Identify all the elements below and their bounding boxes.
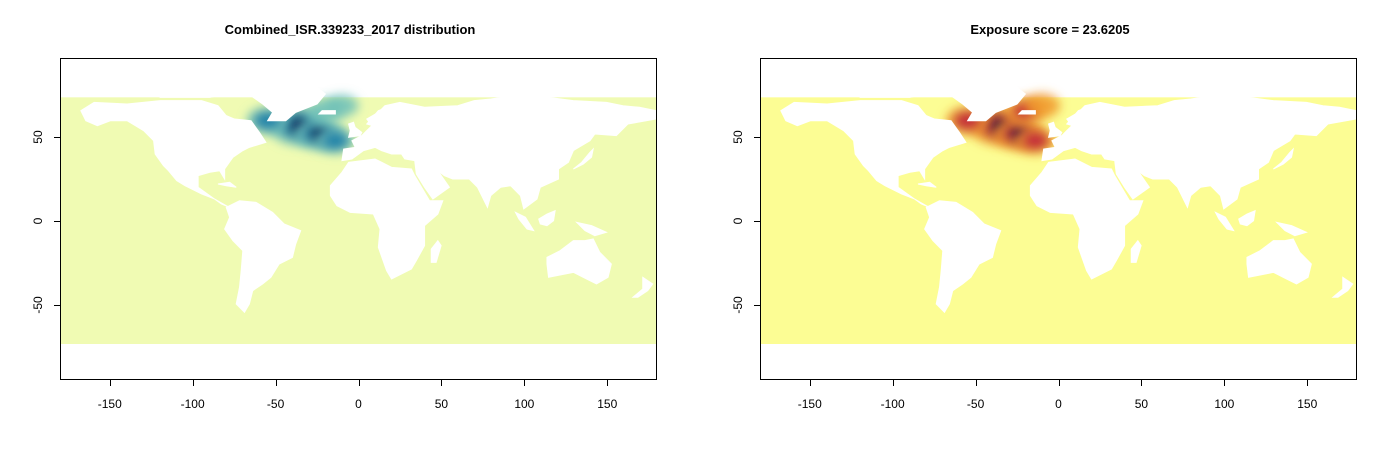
land-north-america [780,100,967,208]
land-south-america [224,200,302,314]
x-tick-label: 150 [1297,397,1318,411]
x-tick-mark [275,380,277,386]
y-tick-label: 50 [731,130,745,144]
land-japan [1273,147,1295,170]
x-tick-label: -50 [266,397,285,411]
land-north-america [80,100,267,208]
land-madagascar [430,239,442,263]
x-tick-mark [358,380,360,386]
exposure-map [760,58,1357,380]
hotspot-4 [1014,126,1057,155]
x-tick-label: 100 [1214,397,1235,411]
y-tick-label: -50 [31,295,45,314]
x-tick-mark [109,380,111,386]
x-tick-label: 0 [1055,397,1062,411]
x-tick-mark [1224,380,1226,386]
y-tick-mark [54,304,60,306]
land-japan [573,147,595,170]
land-arctic-islands [150,83,245,98]
left-panel: Combined_ISR.339233_2017 distribution -1… [31,22,657,411]
x-tick-label: 50 [1134,397,1149,411]
hotspot-4 [315,127,356,154]
land-scandinavia-north [365,105,401,128]
x-tick-label: 0 [355,397,362,411]
y-tick-mark [754,220,760,222]
y-tick-mark [54,220,60,222]
x-tick-mark [892,380,894,386]
land-cuba [917,181,937,188]
land-sumatra [1214,211,1235,232]
land-scandinavia-north [1065,105,1101,128]
x-tick-mark [1307,380,1309,386]
x-tick-label: -50 [966,397,985,411]
x-tick-mark [441,380,443,386]
x-tick-label: -150 [97,397,122,411]
land-eurasia [1041,93,1356,210]
land-new-guinea [575,221,608,237]
x-tick-mark [192,380,194,386]
land-eurasia [341,93,656,210]
x-tick-mark [1058,380,1060,386]
right-panel: Exposure score = 23.6205 -150 -100 -50 0 50 1… [700,0,1399,455]
land-arctic-islands [850,83,945,98]
y-tick-label: -50 [731,295,745,314]
y-tick-mark [754,136,760,138]
x-tick-label: -100 [180,397,205,411]
x-tick-mark [1141,380,1143,386]
land-iceland [317,110,336,115]
land-africa [1029,158,1144,280]
x-tick-mark [975,380,977,386]
chart-title: Exposure score = 23.6205 [970,22,1130,37]
y-tick-label: 0 [731,217,745,225]
land-borneo [1238,209,1256,227]
land-new-zealand [1331,276,1354,298]
land-uk [347,121,363,138]
y-tick-mark [754,304,760,306]
land-australia [546,238,612,285]
y-tick-label: 0 [31,217,45,225]
map-svg [61,83,656,344]
map-svg [761,83,1356,344]
land-borneo [538,209,556,227]
x-tick-mark [524,380,526,386]
x-tick-label: 100 [514,397,535,411]
y-tick-mark [54,136,60,138]
land-new-guinea [1275,221,1308,237]
y-tick-label: 50 [31,130,45,144]
land-australia [1246,238,1312,285]
land-greenland [244,83,327,122]
x-tick-mark [607,380,609,386]
land-madagascar [1130,239,1142,263]
land-sumatra [514,211,535,232]
x-tick-label: 50 [434,397,449,411]
chart-title: Combined_ISR.339233_2017 distribution [224,22,476,37]
x-tick-mark [809,380,811,386]
land-greenland [944,83,1027,122]
land-new-zealand [631,276,654,298]
x-tick-label: -100 [880,397,905,411]
land-south-america [924,200,1002,314]
land-iceland [1017,110,1036,115]
x-tick-label: 150 [597,397,618,411]
distribution-map [60,58,657,380]
land-uk [1047,121,1063,138]
land-cuba [217,181,237,188]
land-africa [329,158,444,280]
x-tick-label: -150 [797,397,822,411]
